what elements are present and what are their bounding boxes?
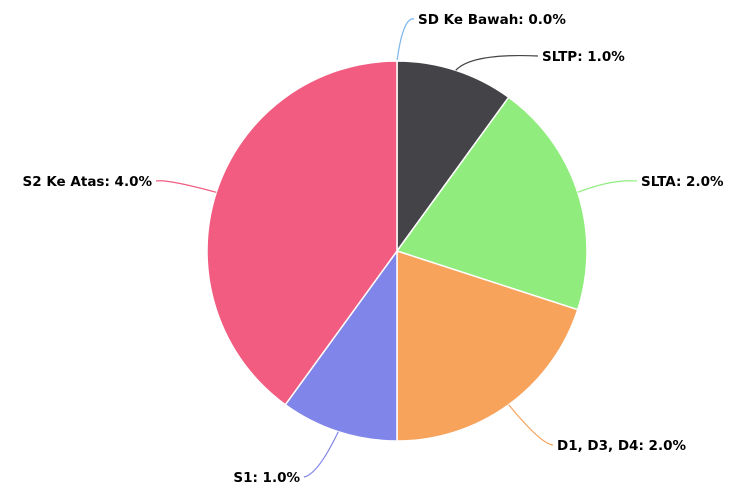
- data-label-s1: S1: 1.0%: [233, 470, 300, 486]
- leader-line-slta: [577, 180, 638, 193]
- pie-slice-s2-ke-atas[interactable]: [206, 60, 398, 406]
- data-label-sd-ke-bawah: SD Ke Bawah: 0.0%: [418, 12, 566, 28]
- pie-slice-slta[interactable]: [395, 96, 588, 311]
- leader-line-d1-d3-d4: [508, 404, 554, 446]
- leader-line-sd-ke-bawah: [396, 18, 415, 62]
- leader-line-s2-ke-atas: [155, 180, 217, 193]
- data-label-sltp: SLTP: 1.0%: [542, 49, 625, 65]
- data-label-s2-ke-atas: S2 Ke Atas: 4.0%: [23, 174, 153, 190]
- pie-slice-s1[interactable]: [284, 248, 398, 442]
- leader-line-sltp: [455, 55, 539, 71]
- pie-slice-d1-d3-d4[interactable]: [396, 249, 579, 442]
- data-label-slta: SLTA: 2.0%: [641, 174, 724, 190]
- pie-slice-sltp[interactable]: [396, 60, 510, 254]
- leader-line-s1: [303, 431, 339, 478]
- data-label-d1-d3-d4: D1, D3, D4: 2.0%: [557, 438, 686, 454]
